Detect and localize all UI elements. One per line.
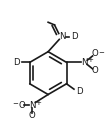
Text: D: D [71, 32, 78, 41]
Text: N: N [81, 58, 88, 67]
Text: O: O [92, 66, 99, 76]
Text: O: O [18, 101, 25, 110]
Text: −: − [12, 101, 18, 107]
Text: −: − [99, 50, 105, 56]
Text: +: + [35, 100, 41, 106]
Text: N: N [29, 101, 35, 110]
Text: D: D [14, 58, 20, 67]
Text: N: N [59, 32, 65, 41]
Text: +: + [88, 57, 94, 63]
Text: O: O [29, 111, 36, 120]
Text: D: D [76, 87, 83, 96]
Text: O: O [92, 49, 99, 58]
